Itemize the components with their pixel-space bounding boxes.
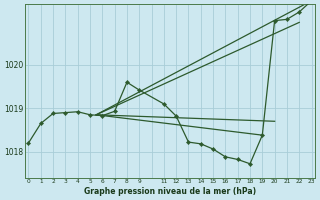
X-axis label: Graphe pression niveau de la mer (hPa): Graphe pression niveau de la mer (hPa) — [84, 187, 256, 196]
